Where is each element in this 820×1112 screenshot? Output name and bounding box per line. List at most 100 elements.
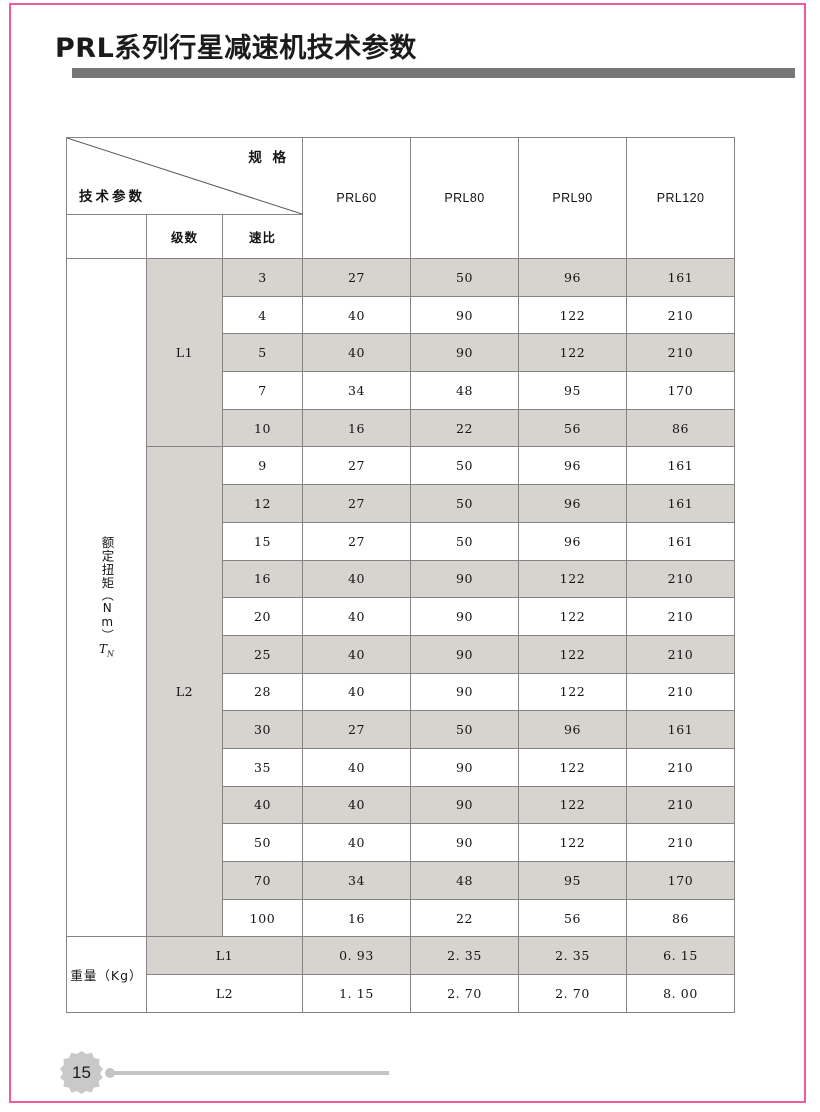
table-row: 15 27 50 96 161 xyxy=(67,521,736,561)
cell-torque-prl90: 122 xyxy=(518,634,628,674)
table-row: 5 40 90 122 210 xyxy=(67,333,736,373)
rated-torque-unit: （Nm） xyxy=(100,589,115,642)
cell-torque-prl90: 122 xyxy=(518,333,628,373)
cell-torque-prl80: 48 xyxy=(410,371,520,410)
cell-torque-prl120: 161 xyxy=(626,710,736,749)
table-subheader-row: 级数 速比 xyxy=(66,214,735,259)
column-header-prl80: PRL80 xyxy=(410,137,520,259)
table-row: 70 34 48 95 170 xyxy=(67,861,736,900)
cell-torque-prl80: 22 xyxy=(410,898,520,938)
cell-ratio: 100 xyxy=(221,898,304,938)
cell-torque-prl60: 34 xyxy=(302,371,412,410)
column-header-prl90: PRL90 xyxy=(518,137,628,259)
cell-weight-prl60: 1. 15 xyxy=(302,974,412,1013)
cell-torque-prl60: 27 xyxy=(302,710,412,749)
cell-torque-prl80: 48 xyxy=(410,861,520,900)
cell-torque-prl60: 27 xyxy=(302,258,412,297)
cell-torque-prl120: 161 xyxy=(626,258,736,297)
header-corner-cell: 规 格技术参数 xyxy=(65,137,304,215)
cell-torque-prl60: 40 xyxy=(302,634,412,674)
table-row: 28 40 90 122 210 xyxy=(67,672,736,712)
cell-weight-prl80: 2. 35 xyxy=(410,936,520,976)
cell-torque-prl80: 90 xyxy=(410,747,520,787)
cell-torque-prl90: 95 xyxy=(518,861,628,900)
cell-torque-prl120: 210 xyxy=(626,823,736,862)
cell-torque-prl60: 27 xyxy=(302,521,412,561)
cell-torque-prl90: 122 xyxy=(518,672,628,712)
cell-torque-prl120: 161 xyxy=(626,484,736,523)
cell-torque-prl60: 40 xyxy=(302,333,412,373)
diagonal-divider-icon xyxy=(67,138,302,214)
cell-torque-prl90: 95 xyxy=(518,371,628,410)
cell-ratio: 4 xyxy=(221,295,304,335)
cell-torque-prl80: 90 xyxy=(410,333,520,373)
cell-ratio: 35 xyxy=(221,747,304,787)
cell-torque-prl90: 96 xyxy=(518,258,628,297)
title-divider xyxy=(72,68,795,78)
cell-ratio: 15 xyxy=(221,521,304,561)
cell-torque-prl80: 90 xyxy=(410,295,520,335)
cell-weight-prl80: 2. 70 xyxy=(410,974,520,1013)
cell-torque-prl80: 90 xyxy=(410,597,520,636)
column-header-prl60: PRL60 xyxy=(302,137,412,259)
cell-ratio: 16 xyxy=(221,559,304,599)
cell-ratio: 10 xyxy=(221,408,304,448)
cell-torque-prl120: 86 xyxy=(626,898,736,938)
table-row: 12 27 50 96 161 xyxy=(67,484,736,523)
cell-ratio: 25 xyxy=(221,634,304,674)
cell-ratio: 70 xyxy=(221,861,304,900)
cell-torque-prl60: 34 xyxy=(302,861,412,900)
cell-torque-prl60: 16 xyxy=(302,898,412,938)
table-row: 20 40 90 122 210 xyxy=(67,597,736,636)
table-row: 4 40 90 122 210 xyxy=(67,295,736,335)
cell-ratio: 50 xyxy=(221,823,304,862)
cell-torque-prl80: 50 xyxy=(410,258,520,297)
table-row: 7 34 48 95 170 xyxy=(67,371,736,410)
table-row: 100 16 22 56 86 xyxy=(67,898,736,938)
cell-weight-prl60: 0. 93 xyxy=(302,936,412,976)
cell-ratio: 9 xyxy=(221,446,304,486)
cell-torque-prl90: 96 xyxy=(518,710,628,749)
stage-group-l2: L2 xyxy=(146,446,223,938)
cell-torque-prl90: 122 xyxy=(518,823,628,862)
cell-torque-prl90: 96 xyxy=(518,446,628,486)
table-row: 40 40 90 122 210 xyxy=(67,785,736,825)
cell-torque-prl80: 50 xyxy=(410,446,520,486)
header-param-label: 技术参数 xyxy=(79,189,145,205)
footer-divider xyxy=(114,1071,389,1075)
cell-torque-prl90: 122 xyxy=(518,559,628,599)
cell-torque-prl90: 56 xyxy=(518,408,628,448)
cell-torque-prl80: 90 xyxy=(410,634,520,674)
cell-torque-prl90: 122 xyxy=(518,295,628,335)
weight-stage-l1: L1 xyxy=(145,936,304,976)
cell-torque-prl60: 16 xyxy=(302,408,412,448)
cell-torque-prl90: 122 xyxy=(518,785,628,825)
cell-torque-prl60: 40 xyxy=(302,597,412,636)
cell-torque-prl120: 170 xyxy=(626,861,736,900)
rated-torque-symbol: TN xyxy=(98,642,114,659)
cell-ratio: 3 xyxy=(221,258,304,297)
table-row: 50 40 90 122 210 xyxy=(67,823,736,862)
subheader-ratio: 速比 xyxy=(221,214,304,259)
cell-torque-prl120: 210 xyxy=(626,597,736,636)
cell-torque-prl80: 90 xyxy=(410,672,520,712)
header-spec-label: 规 格 xyxy=(248,150,290,166)
table-row: L2 9 27 50 96 161 xyxy=(67,446,736,938)
cell-torque-prl120: 210 xyxy=(626,747,736,787)
page-number: 15 xyxy=(72,1062,91,1082)
cell-ratio: 28 xyxy=(221,672,304,712)
cell-torque-prl120: 210 xyxy=(626,295,736,335)
cell-torque-prl90: 56 xyxy=(518,898,628,938)
cell-torque-prl120: 210 xyxy=(626,559,736,599)
cell-torque-prl120: 170 xyxy=(626,371,736,410)
cell-torque-prl80: 50 xyxy=(410,521,520,561)
cell-ratio: 20 xyxy=(221,597,304,636)
cell-ratio: 40 xyxy=(221,785,304,825)
cell-torque-prl60: 40 xyxy=(302,672,412,712)
cell-torque-prl120: 210 xyxy=(626,634,736,674)
table-row: 16 40 90 122 210 xyxy=(67,559,736,599)
cell-torque-prl60: 40 xyxy=(302,785,412,825)
cell-torque-prl120: 161 xyxy=(626,521,736,561)
cell-torque-prl120: 210 xyxy=(626,785,736,825)
table-row: L2 1. 15 2. 70 2. 70 8. 00 xyxy=(67,974,736,1013)
